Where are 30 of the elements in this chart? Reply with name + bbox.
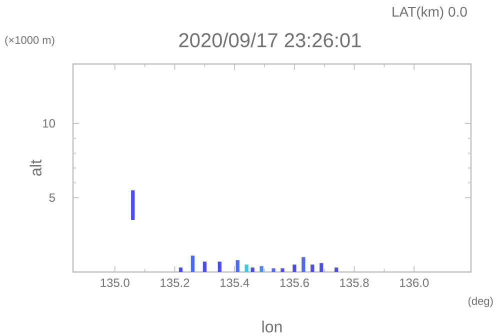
bar xyxy=(320,263,324,272)
bar xyxy=(218,262,222,272)
bar xyxy=(310,264,314,272)
bar xyxy=(272,268,276,272)
bar xyxy=(244,264,248,272)
bar xyxy=(260,266,264,272)
x-tick-label: 135.2 xyxy=(160,278,190,288)
bar xyxy=(334,268,338,272)
bar xyxy=(190,256,194,272)
x-tick-label: 135.4 xyxy=(220,278,250,288)
y-tick-label: 5 xyxy=(49,194,55,202)
bar xyxy=(280,268,284,272)
y-tick-label: 10 xyxy=(43,119,56,128)
x-tick-label: 135.6 xyxy=(280,278,309,288)
text: (deg) xyxy=(468,296,493,308)
bar xyxy=(250,268,254,272)
x-axis-title: lon xyxy=(262,320,282,332)
bar xyxy=(131,190,135,220)
bar xyxy=(202,262,206,272)
text: (×1000 m) xyxy=(5,36,54,46)
x-tick-label: 135.8 xyxy=(340,278,369,288)
bar xyxy=(178,268,183,272)
chart-subtitle: LAT(km) 0.0 xyxy=(392,6,467,20)
bar xyxy=(292,264,296,272)
bar xyxy=(302,257,306,272)
y-axis-title: alt xyxy=(30,160,42,176)
x-tick-label: 136.0 xyxy=(400,278,429,288)
bar xyxy=(236,260,240,272)
chart-title: 2020/09/17 23:26:01 xyxy=(179,32,361,48)
x-tick-label: 135.0 xyxy=(100,278,130,288)
